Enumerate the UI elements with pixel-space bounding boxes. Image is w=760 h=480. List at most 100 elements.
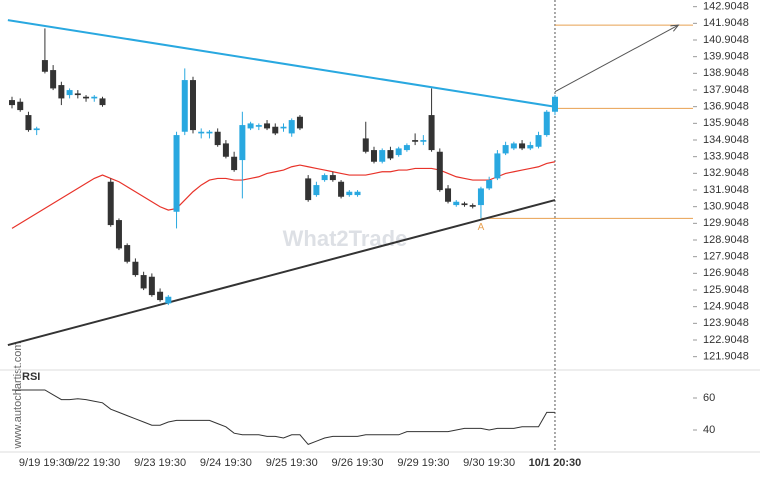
y-tick-label: 141.9048 xyxy=(703,17,749,29)
y-tick-label: 137.9048 xyxy=(703,84,749,96)
candle-body xyxy=(420,140,427,142)
candle-body xyxy=(527,145,534,149)
y-tick-label: 130.9048 xyxy=(703,201,749,213)
trend-line xyxy=(7,199,556,347)
rsi-line xyxy=(12,389,555,445)
site-watermark: www.autochartist.com xyxy=(12,342,24,450)
candle-body xyxy=(543,111,550,136)
candle-body xyxy=(107,181,114,226)
candle-body xyxy=(296,116,303,129)
forecast-arrow xyxy=(554,24,679,93)
candle-body xyxy=(214,131,221,146)
candle-body xyxy=(305,178,312,201)
candle-body xyxy=(198,131,205,134)
candle-body xyxy=(231,156,238,171)
candle-body xyxy=(370,150,377,162)
candle-body xyxy=(362,138,369,152)
candle-body xyxy=(272,126,279,134)
x-tick-label: 9/25 19:30 xyxy=(266,457,318,469)
candle-body xyxy=(58,85,65,99)
y-tick-label: 123.9048 xyxy=(703,317,749,329)
candle-body xyxy=(189,80,196,131)
y-tick-label: 140.9048 xyxy=(703,34,749,46)
candle-body xyxy=(453,201,460,206)
trend-line xyxy=(7,19,556,108)
candle-body xyxy=(255,125,262,127)
y-tick-label: 129.9048 xyxy=(703,217,749,229)
candle-body xyxy=(157,291,164,301)
x-tick-label: 9/24 19:30 xyxy=(200,457,252,469)
candle-body xyxy=(403,145,410,151)
y-tick-label: 138.9048 xyxy=(703,67,749,79)
y-tick-label: 122.9048 xyxy=(703,334,749,346)
candle-body xyxy=(17,101,24,111)
y-tick-label: 127.9048 xyxy=(703,251,749,263)
candle-body xyxy=(280,126,287,129)
level-label: A xyxy=(478,222,485,233)
y-tick-label: 131.9048 xyxy=(703,184,749,196)
candle-body xyxy=(346,191,353,196)
candle-body xyxy=(206,131,213,134)
candle-body xyxy=(25,115,32,131)
x-tick-label: 9/19 19:30 xyxy=(19,457,71,469)
candle-body xyxy=(395,148,402,156)
candle-body xyxy=(379,150,386,162)
y-tick-label: 132.9048 xyxy=(703,167,749,179)
candle-body xyxy=(321,175,328,181)
x-tick-label: 9/23 19:30 xyxy=(134,457,186,469)
candle-body xyxy=(519,143,526,149)
x-tick-label: 9/26 19:30 xyxy=(332,457,384,469)
y-tick-label: 136.9048 xyxy=(703,101,749,113)
candle-body xyxy=(445,188,452,202)
y-tick-label: 139.9048 xyxy=(703,51,749,63)
candle-body xyxy=(329,175,336,181)
y-tick-label: 121.9048 xyxy=(703,351,749,363)
candle-body xyxy=(264,123,271,129)
x-tick-label: 9/29 19:30 xyxy=(397,457,449,469)
candle-body xyxy=(551,96,558,112)
y-tick-label: 134.9048 xyxy=(703,134,749,146)
y-tick-label: 126.9048 xyxy=(703,267,749,279)
candle-body xyxy=(247,123,254,129)
candle-body xyxy=(33,128,40,131)
candle-body xyxy=(510,143,517,149)
arrow-head xyxy=(670,24,680,32)
candle-body xyxy=(173,135,180,212)
candle-body xyxy=(165,296,172,304)
candle-body xyxy=(9,100,15,106)
candle-body xyxy=(50,70,57,89)
candle-body xyxy=(91,96,98,99)
candle-body xyxy=(288,120,295,134)
y-tick-label: 133.9048 xyxy=(703,151,749,163)
candle-body xyxy=(115,220,122,249)
y-tick-label: 40 xyxy=(703,424,715,436)
y-tick-label: 142.9048 xyxy=(703,1,749,13)
candle-body xyxy=(354,191,361,196)
candle-body xyxy=(66,90,73,96)
candle-body xyxy=(313,185,320,196)
candle-body xyxy=(132,261,139,276)
y-tick-label: 124.9048 xyxy=(703,301,749,313)
candle-body xyxy=(387,150,394,159)
y-tick-label: 60 xyxy=(703,392,715,404)
candle-body xyxy=(74,93,81,96)
y-tick-label: 128.9048 xyxy=(703,234,749,246)
candle-body xyxy=(535,135,542,147)
candle-body xyxy=(83,96,90,99)
candle-body xyxy=(338,181,345,197)
candle-body xyxy=(239,125,246,161)
candle-body xyxy=(486,180,493,189)
candle-body xyxy=(41,60,48,72)
candle-body xyxy=(461,203,468,206)
candle-body xyxy=(502,145,509,154)
candle-body xyxy=(99,98,106,106)
y-tick-label: 135.9048 xyxy=(703,117,749,129)
x-tick-label: 10/1 20:30 xyxy=(529,457,582,469)
candle-body xyxy=(222,143,229,157)
candle-body xyxy=(181,80,188,132)
candle-body xyxy=(494,153,501,179)
candle-body xyxy=(140,275,147,289)
candle-body xyxy=(124,245,131,262)
panel-title: RSI xyxy=(22,371,40,383)
